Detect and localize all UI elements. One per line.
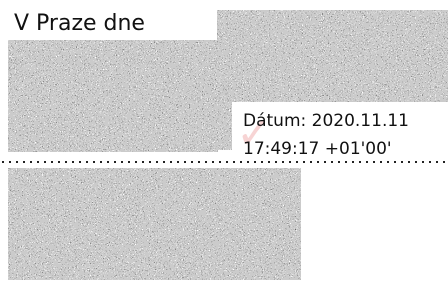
signature-image <box>8 40 218 152</box>
stamp-image <box>8 168 301 280</box>
place-date-label: V Praze dne <box>14 11 145 36</box>
signature-time: 17:49:17 +01'00' <box>243 139 392 159</box>
signature-date: Dátum: 2020.11.11 <box>243 111 409 131</box>
signature-page: ✓ V Praze dne Dátum: 2020.11.11 17:49:17… <box>0 0 448 282</box>
